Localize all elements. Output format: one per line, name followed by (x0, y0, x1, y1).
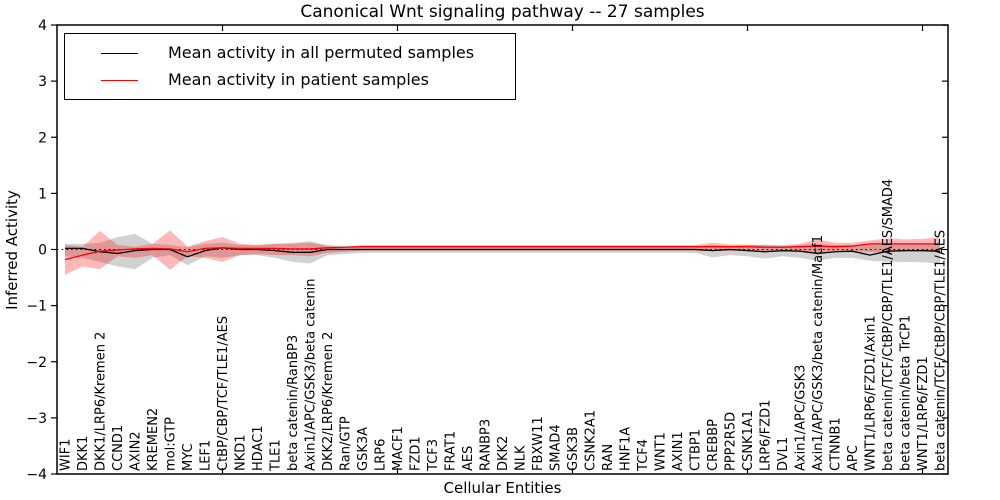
y-tick-label: −3 (26, 411, 47, 427)
y-tick-label: −4 (26, 467, 47, 483)
x-tick-label: mol:GTP (164, 417, 179, 471)
x-tick-label: MYC (181, 443, 196, 471)
x-tick-label: FBXW11 (531, 416, 546, 471)
x-tick-label: DKK1 (76, 436, 91, 471)
x-tick-label: LRP6/FZD1 (759, 400, 774, 471)
y-tick-label: 4 (38, 18, 47, 34)
x-tick-label: Axin1/APC/GSK3/beta catenin (304, 278, 319, 471)
y-tick-label: 2 (38, 130, 47, 146)
patient-mean-line (64, 243, 940, 261)
legend-item-permuted: Mean activity in all permuted samples (65, 45, 515, 61)
x-tick-label: DKK2/LRP6/Kremen 2 (321, 332, 336, 471)
x-tick-label: beta catenin/TCF/CtBP/CBP/TLE1/AES (934, 230, 949, 471)
x-tick-label: NKD1 (234, 434, 249, 471)
x-tick-label: CtBP/CBP/TCF/TLE1/AES (216, 316, 231, 471)
y-tick-label: −2 (26, 355, 47, 371)
x-tick-label: KREMEN2 (146, 408, 161, 471)
x-tick-label: HNF1A (619, 427, 634, 471)
x-tick-label: beta catenin/beta TrCP1 (899, 315, 914, 471)
x-tick-label: CTBP1 (689, 429, 704, 471)
x-tick-label: GSK3A (356, 427, 371, 471)
x-tick-label: CTNNB1 (829, 417, 844, 471)
x-tick-label: WIF1 (59, 439, 74, 471)
x-tick-label: TLE1 (269, 439, 284, 472)
x-tick-label: CSNK1A1 (741, 410, 756, 471)
y-tick-label: 3 (38, 74, 47, 90)
x-tick-label: LEF1 (199, 440, 214, 471)
legend: Mean activity in all permuted samples Me… (64, 33, 516, 100)
x-tick-label: beta catenin/TCF/CtBP/CBP/TLE1/AES/SMAD4 (881, 179, 896, 471)
legend-label-permuted: Mean activity in all permuted samples (168, 43, 475, 62)
x-tick-label: APC (846, 445, 861, 471)
legend-line-permuted (101, 52, 138, 54)
x-tick-label: Axin1/APC/GSK3 (794, 365, 809, 471)
x-tick-label: NLK (514, 445, 529, 471)
x-tick-label: TCF4 (636, 439, 651, 472)
legend-line-patient (101, 79, 138, 81)
y-axis-label: Inferred Activity (3, 190, 21, 310)
x-tick-label: FRAT1 (444, 431, 459, 471)
x-tick-label: AXIN2 (129, 431, 144, 471)
x-tick-label: CCND1 (111, 425, 126, 471)
x-tick-label: TCF3 (426, 439, 441, 472)
x-tick-label: FZD1 (409, 436, 424, 471)
x-tick-label: Ran/GTP (339, 416, 354, 471)
x-tick-label: WNT1/LRP6/FZD1/Axin1 (864, 315, 879, 471)
y-tick-label: 1 (38, 186, 47, 202)
x-tick-label: HDAC1 (251, 425, 266, 471)
x-tick-label: AXIN1 (671, 431, 686, 471)
y-tick-label: −1 (26, 299, 47, 315)
patient-spread-band (65, 230, 940, 275)
x-tick-label: WNT1 (654, 432, 669, 471)
x-tick-label: AES (461, 446, 476, 471)
x-tick-label: SMAD4 (549, 424, 564, 471)
x-tick-label: RANBP3 (479, 419, 494, 471)
permuted-mean-line (65, 247, 941, 258)
y-tick-label: 0 (38, 243, 47, 259)
x-tick-label: WNT1/LRP6/FZD1 (916, 356, 931, 471)
x-tick-label: DKK1/LRP6/Kremen 2 (94, 332, 109, 471)
x-axis-label: Cellular Entities (443, 479, 562, 497)
permuted-spread-band (65, 233, 940, 270)
x-tick-label: MACF1 (391, 426, 406, 471)
x-tick-label: Axin1/APC/GSK3/beta catenin/Macf1 (811, 235, 826, 471)
x-tick-label: DVL1 (776, 437, 791, 471)
x-tick-label: GSK3B (566, 427, 581, 471)
legend-label-patient: Mean activity in patient samples (168, 70, 429, 89)
x-tick-label: beta catenin/RanBP3 (286, 335, 301, 471)
x-tick-label: DKK2 (496, 436, 511, 471)
x-tick-label: PPP2R5D (724, 412, 739, 471)
x-tick-label: LRP6 (374, 439, 389, 471)
legend-item-patient: Mean activity in patient samples (65, 72, 515, 88)
chart-title: Canonical Wnt signaling pathway -- 27 sa… (300, 2, 705, 22)
x-tick-label: CREBBP (706, 419, 721, 471)
x-tick-label: RAN (601, 444, 616, 471)
x-tick-label: CSNK2A1 (584, 410, 599, 471)
